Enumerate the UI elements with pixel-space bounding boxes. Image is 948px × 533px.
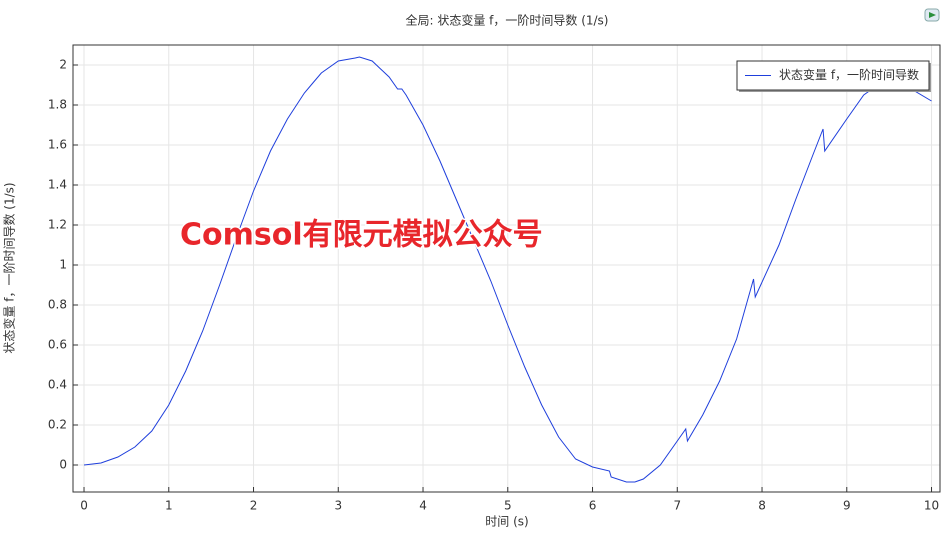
y-tick-label: 0.8: [48, 298, 67, 312]
y-tick-label: 1.4: [48, 178, 67, 192]
legend-label: 状态变量 f，一阶时间导数: [779, 67, 919, 82]
toolbar-icon[interactable]: [924, 8, 940, 22]
x-tick-label: 9: [843, 499, 851, 513]
x-tick-label: 0: [80, 499, 88, 513]
y-tick-label: 0.2: [48, 418, 67, 432]
y-tick-label: 0.4: [48, 378, 67, 392]
x-tick-label: 3: [334, 499, 342, 513]
x-tick-label: 2: [250, 499, 258, 513]
y-tick-label: 1.8: [48, 98, 67, 112]
data-line: [83, 56, 932, 483]
x-tick-label: 6: [589, 499, 597, 513]
x-tick-label: 1: [165, 499, 173, 513]
y-axis-label: 状态变量 f，一阶时间导数 (1/s): [2, 182, 17, 353]
x-tick-label: 7: [673, 499, 681, 513]
plot-frame: [72, 44, 941, 493]
y-tick-label: 1.6: [48, 138, 67, 152]
x-tick-label: 8: [758, 499, 766, 513]
x-axis-label: 时间 (s): [485, 515, 528, 529]
y-tick-label: 1.2: [48, 218, 67, 232]
icon-glyph: [929, 12, 936, 18]
x-tick-label: 5: [504, 499, 512, 513]
x-tick-label: 10: [924, 499, 939, 513]
legend: 状态变量 f，一阶时间导数: [736, 60, 931, 92]
y-tick-label: 0.6: [48, 338, 67, 352]
chart-title: 全局: 状态变量 f，一阶时间导数 (1/s): [405, 13, 608, 28]
y-tick-label: 1: [59, 258, 67, 272]
x-tick-label: 4: [419, 499, 427, 513]
watermark: Comsol有限元模拟公众号: [180, 218, 543, 253]
y-tick-label: 0: [59, 458, 67, 472]
y-tick-label: 2: [59, 58, 67, 72]
